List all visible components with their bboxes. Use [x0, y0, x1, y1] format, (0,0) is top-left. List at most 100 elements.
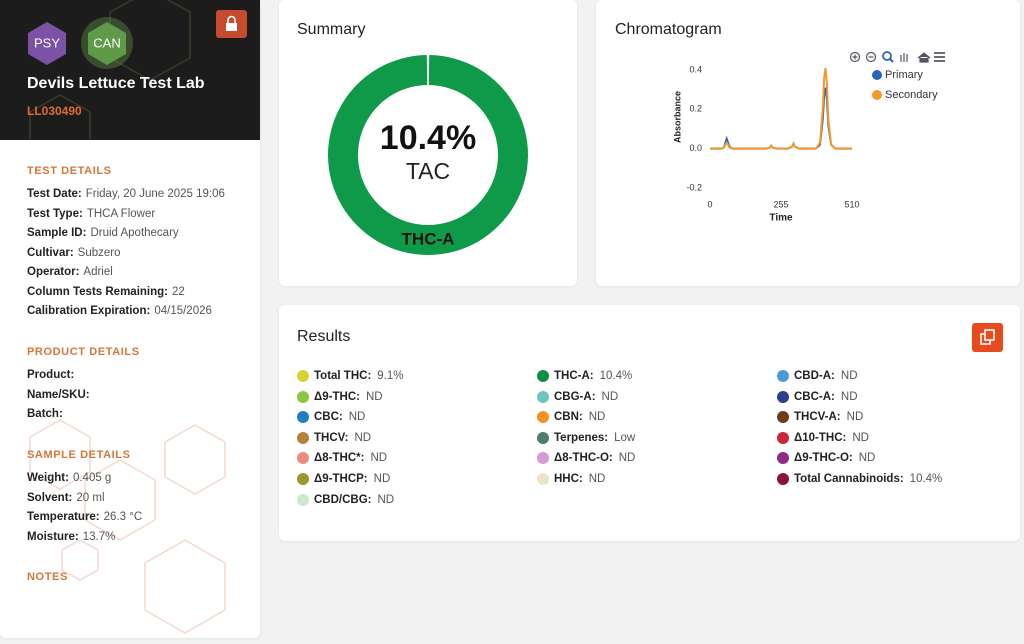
section-heading: TEST DETAILS	[27, 165, 112, 177]
result-item: CBG-A: ND	[537, 390, 618, 403]
line-series	[710, 67, 852, 150]
result-name: Total Cannabinoids:	[794, 473, 904, 485]
result-item: CBC: ND	[297, 411, 366, 424]
detail-label: Solvent:	[27, 491, 73, 504]
lock-icon	[226, 15, 237, 31]
detail-value: Subzero	[77, 246, 121, 259]
result-item: HHC: ND	[537, 473, 605, 485]
result-color-dot	[777, 370, 789, 382]
result-color-dot	[537, 431, 549, 444]
y-axis-label: Absorbance	[672, 91, 682, 143]
y-tick-label: 0.2	[689, 104, 702, 114]
result-value: ND	[354, 431, 372, 444]
result-name: CBG-A:	[554, 390, 596, 403]
result-value: ND	[588, 411, 606, 424]
detail-label: Product:	[27, 369, 75, 381]
result-color-dot	[297, 431, 309, 444]
detail-row: Operator: Adriel	[27, 266, 113, 278]
badge-hex	[88, 22, 126, 65]
detail-row: Moisture: 13.7%	[27, 531, 115, 543]
detail-row: Weight: 0.405 g	[27, 472, 111, 484]
segment-label: THC-A	[402, 229, 455, 248]
result-color-dot	[537, 473, 549, 485]
result-color-dot	[777, 431, 789, 444]
result-value: ND	[365, 390, 383, 403]
result-value: Low	[614, 431, 636, 444]
result-color-dot	[297, 390, 309, 403]
center-label: TAC	[406, 158, 450, 184]
copy-icon	[980, 329, 995, 345]
result-color-dot	[297, 370, 309, 382]
detail-row: Product:	[27, 369, 74, 381]
lab-id: LL030490	[27, 104, 82, 118]
result-item: CBD-A: ND	[777, 370, 858, 382]
result-item: Δ8-THC-O: ND	[537, 452, 635, 465]
badge-label: PSY	[34, 35, 60, 50]
detail-label: Cultivar:	[27, 246, 74, 259]
legend-marker	[872, 90, 882, 100]
result-value: ND	[348, 411, 366, 424]
detail-value: Adriel	[83, 266, 113, 278]
detail-value: 26.3 °C	[103, 511, 143, 523]
result-item: Δ10-THC: ND	[777, 431, 869, 444]
result-item: Total Cannabinoids: 10.4%	[777, 473, 942, 485]
y-tick-label: 0.4	[689, 64, 702, 74]
legend-marker	[872, 70, 882, 80]
result-item: CBN: ND	[537, 411, 606, 424]
result-color-dot	[537, 411, 549, 424]
lab-name: Devils Lettuce Test Lab	[27, 75, 205, 92]
result-name: CBN:	[554, 411, 583, 424]
result-name: HHC:	[554, 473, 583, 485]
result-value: ND	[840, 390, 858, 403]
chart-toolbar[interactable]	[849, 51, 946, 63]
result-value: ND	[858, 452, 876, 465]
x-axis-label: Time	[769, 213, 793, 224]
result-color-dot	[297, 493, 309, 506]
badge-label: CAN	[93, 35, 120, 50]
detail-value: Friday, 20 June 2025 19:06	[85, 188, 225, 200]
result-value: ND	[840, 370, 858, 382]
result-value: 9.1%	[377, 370, 404, 382]
detail-value: Druid Apothecary	[90, 227, 179, 239]
detail-row: Temperature: 26.3 °C	[27, 511, 142, 523]
result-item: Δ9-THC: ND	[297, 390, 383, 403]
x-tick-label: 510	[844, 199, 859, 209]
detail-label: Column Tests Remaining:	[27, 285, 168, 298]
line-chart: -0.2 0.0 0.2 0.4 0 255 510 Time Absorbance Primar…	[672, 51, 946, 224]
detail-value: 13.7%	[82, 530, 116, 543]
detail-label: Moisture:	[27, 530, 79, 543]
result-color-dot	[537, 370, 549, 382]
result-name: Δ10-THC:	[794, 431, 847, 444]
result-name: Δ8-THC-O:	[554, 452, 613, 465]
result-name: CBD-A:	[794, 370, 835, 382]
result-name: THCV-A:	[794, 411, 841, 424]
result-name: Δ9-THC-O:	[794, 452, 853, 465]
detail-row: Solvent: 20 ml	[27, 492, 105, 504]
detail-row: Cultivar: Subzero	[27, 247, 121, 259]
detail-label: Batch:	[27, 408, 63, 420]
badges: PSY CAN	[28, 0, 191, 140]
result-name: CBC:	[314, 411, 343, 424]
lock-button[interactable]	[216, 10, 247, 38]
result-item: Δ9-THCP: ND	[297, 473, 390, 485]
result-color-dot	[777, 411, 789, 424]
result-item: Δ8-THC*: ND	[297, 452, 387, 465]
result-value: ND	[852, 431, 869, 444]
detail-label: Temperature:	[27, 511, 100, 523]
section-heading: NOTES	[27, 571, 68, 583]
result-name: Terpenes:	[554, 431, 609, 444]
legend-label: Primary	[885, 69, 923, 81]
detail-label: Weight:	[27, 472, 69, 484]
detail-value: 04/15/2026	[154, 305, 212, 317]
result-color-dot	[297, 473, 309, 485]
copy-button[interactable]	[972, 323, 1003, 352]
result-value: ND	[588, 473, 606, 485]
card-title: Results	[297, 328, 351, 345]
detail-label: Sample ID:	[27, 227, 87, 239]
summary-card: Summary THC-A 10.4% TAC	[279, 0, 577, 286]
detail-label: Test Type:	[27, 207, 83, 220]
result-value: 10.4%	[909, 473, 943, 485]
result-color-dot	[777, 452, 789, 465]
result-value: ND	[373, 473, 391, 485]
